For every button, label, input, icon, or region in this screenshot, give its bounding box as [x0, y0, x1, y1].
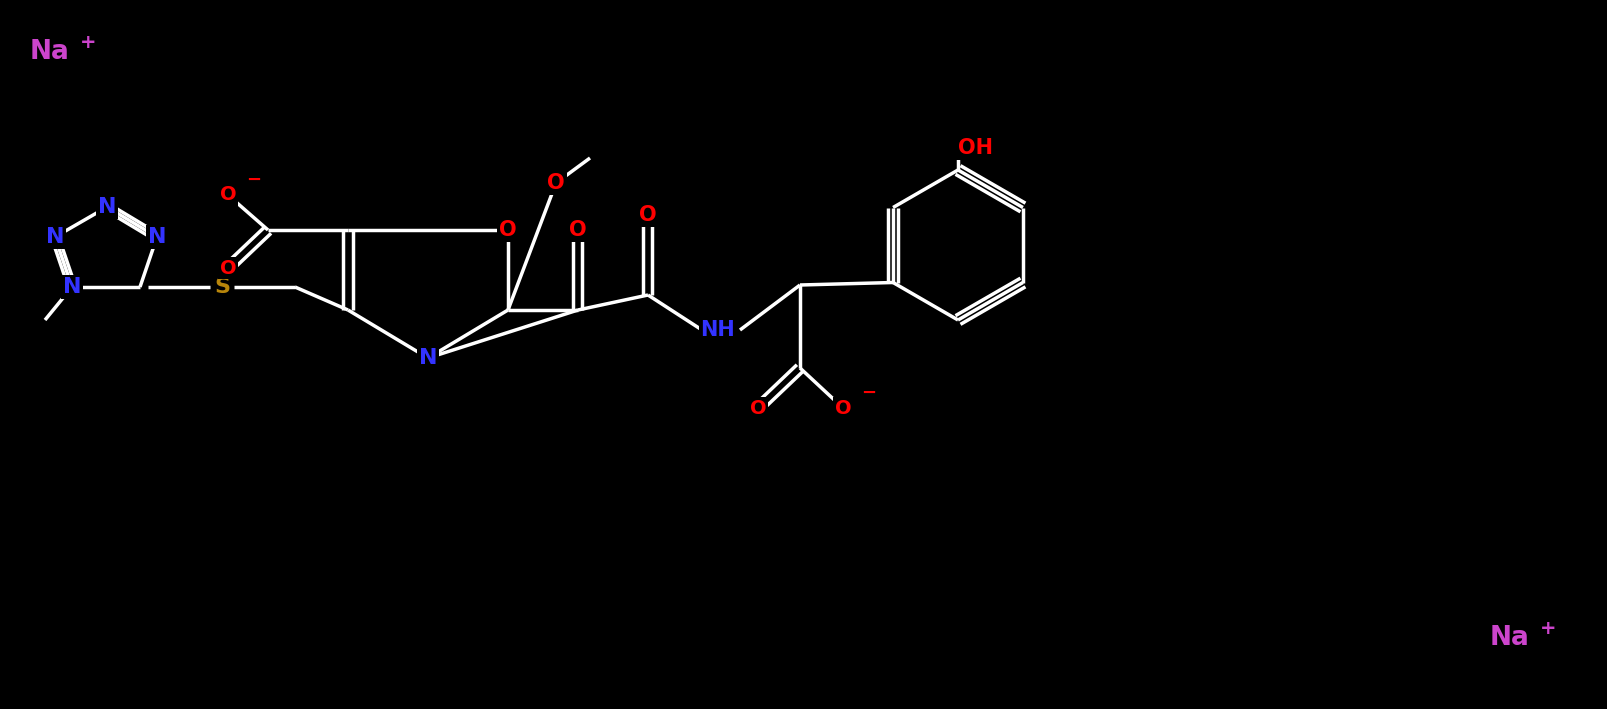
Text: N: N [148, 227, 166, 247]
Text: S: S [214, 277, 230, 297]
Text: −: − [860, 384, 876, 402]
Text: O: O [569, 220, 587, 240]
Text: Na: Na [31, 39, 69, 65]
Text: N: N [418, 348, 437, 368]
Text: O: O [220, 186, 236, 204]
Text: O: O [749, 398, 767, 418]
Text: +: + [1540, 618, 1556, 637]
Text: O: O [546, 173, 564, 193]
Text: O: O [220, 259, 236, 277]
Text: −: − [246, 171, 260, 189]
Text: N: N [98, 197, 116, 217]
Text: O: O [498, 220, 516, 240]
Text: O: O [640, 205, 656, 225]
Text: Na: Na [1490, 625, 1528, 651]
Text: NH: NH [701, 320, 734, 340]
Text: O: O [834, 398, 850, 418]
Text: OH: OH [958, 138, 993, 158]
Text: N: N [63, 277, 82, 297]
Text: N: N [45, 227, 64, 247]
Text: +: + [80, 33, 96, 52]
